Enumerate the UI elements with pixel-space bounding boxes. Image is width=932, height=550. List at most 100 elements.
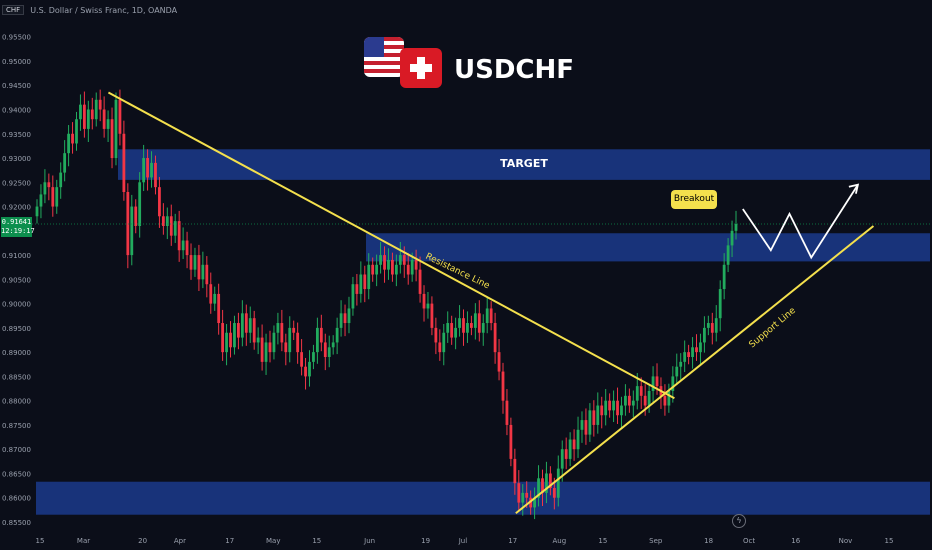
time-tick-label: 17: [508, 537, 517, 545]
candle-body: [556, 468, 560, 498]
candle-body: [493, 323, 497, 353]
candle-body: [59, 172, 63, 188]
time-tick-label: Apr: [174, 537, 186, 545]
price-tick-label: 0.89000: [2, 349, 31, 357]
candle-body: [560, 449, 564, 469]
candle-body: [359, 274, 363, 294]
candle-body: [592, 410, 596, 425]
candle-body: [94, 99, 98, 120]
candle-body: [635, 386, 639, 401]
time-tick-label: 16: [791, 537, 800, 545]
candle-body: [422, 293, 426, 309]
time-tick-label: Jul: [458, 537, 468, 545]
time-tick-label: 17: [225, 537, 234, 545]
candle-body: [106, 119, 110, 129]
candle-body: [505, 400, 509, 425]
candle-body: [319, 327, 323, 343]
candle-body: [418, 269, 422, 294]
candle-body: [730, 230, 734, 246]
candle-body: [620, 405, 623, 416]
candle-body: [315, 327, 319, 353]
candle-body: [671, 376, 675, 391]
candle-body: [387, 259, 390, 270]
candle-body: [521, 492, 525, 503]
candle-body: [181, 240, 185, 251]
candle-body: [371, 264, 375, 275]
trendlines-layer: [107, 91, 875, 515]
candle-body: [485, 308, 489, 324]
price-axis[interactable]: 0.95500 0.95000 0.94500 0.94000 0.93500 0.930…: [2, 34, 31, 527]
currency-box[interactable]: CHF: [2, 5, 25, 15]
candle-body: [627, 395, 631, 406]
candle-body: [481, 323, 485, 333]
candle-body: [391, 259, 394, 275]
candle-body: [221, 323, 225, 353]
candle-body: [177, 221, 181, 251]
candle-body: [268, 342, 272, 353]
candle-body: [367, 264, 371, 290]
candle-body: [158, 187, 161, 217]
candle-body: [537, 478, 540, 498]
price-tick-label: 0.91000: [2, 252, 31, 260]
support-line-label: Support Line: [748, 306, 799, 351]
candle-body: [323, 342, 327, 357]
time-tick-label: 15: [36, 537, 45, 545]
candle-body: [442, 332, 446, 353]
candle-body: [252, 318, 256, 343]
time-tick-label: May: [266, 537, 280, 545]
candle-body: [248, 318, 252, 333]
candle-body: [213, 293, 217, 304]
candle-body: [647, 390, 651, 406]
candle-body: [308, 361, 311, 377]
candle-body: [722, 264, 726, 290]
candle-body: [304, 366, 307, 377]
candle-body: [631, 400, 635, 406]
time-tick-label: Aug: [553, 537, 567, 545]
candle-body: [679, 361, 683, 367]
candle-body: [454, 327, 458, 338]
candle-body: [706, 323, 710, 328]
candle-body: [458, 318, 461, 328]
candle-body: [240, 313, 244, 338]
candle-body: [225, 332, 228, 353]
time-axis[interactable]: 15 Mar 20 Apr 17 May 15 Jun 19 Jul 17 Aug 15 Sep 18 Oct…: [36, 537, 894, 545]
candle-body: [63, 153, 67, 173]
candle-body: [651, 376, 655, 391]
candle-body: [584, 420, 588, 435]
price-tick-label: 0.93500: [2, 131, 31, 139]
candle-body: [292, 327, 296, 333]
candle-body: [347, 308, 351, 324]
candle-body: [734, 224, 738, 231]
candle-body: [414, 259, 418, 270]
zones-layer: [36, 149, 930, 515]
candle-body: [343, 313, 347, 324]
candle-body: [691, 347, 694, 357]
symbol-header[interactable]: CHF U.S. Dollar / Swiss Franc, 1D, OANDA: [2, 3, 177, 17]
candle-body: [237, 323, 240, 338]
candle-body: [608, 400, 612, 411]
candle-body: [327, 347, 331, 357]
price-tick-label: 0.89500: [2, 325, 31, 333]
lightning-icon[interactable]: ϟ: [732, 514, 746, 528]
price-tick-label: 0.95000: [2, 58, 31, 66]
candle-body: [695, 347, 698, 353]
bar-countdown: 12:19:17: [1, 227, 35, 235]
us-flag-icon: [364, 37, 404, 77]
candle-body: [229, 332, 232, 348]
candle-body: [165, 216, 169, 226]
candle-body: [564, 449, 568, 459]
candle-body: [470, 323, 473, 328]
candle-body: [201, 264, 205, 280]
candle-body: [280, 323, 284, 343]
candle-body: [643, 395, 647, 406]
candle-body: [497, 352, 501, 372]
candle-body: [624, 395, 627, 406]
candle-body: [126, 192, 130, 256]
price-tick-label: 0.86500: [2, 470, 31, 478]
candle-body: [169, 216, 173, 236]
swiss-flag-icon: [400, 48, 442, 88]
candle-body: [355, 284, 359, 294]
candle-body: [47, 182, 51, 188]
price-tick-label: 0.94000: [2, 107, 31, 115]
